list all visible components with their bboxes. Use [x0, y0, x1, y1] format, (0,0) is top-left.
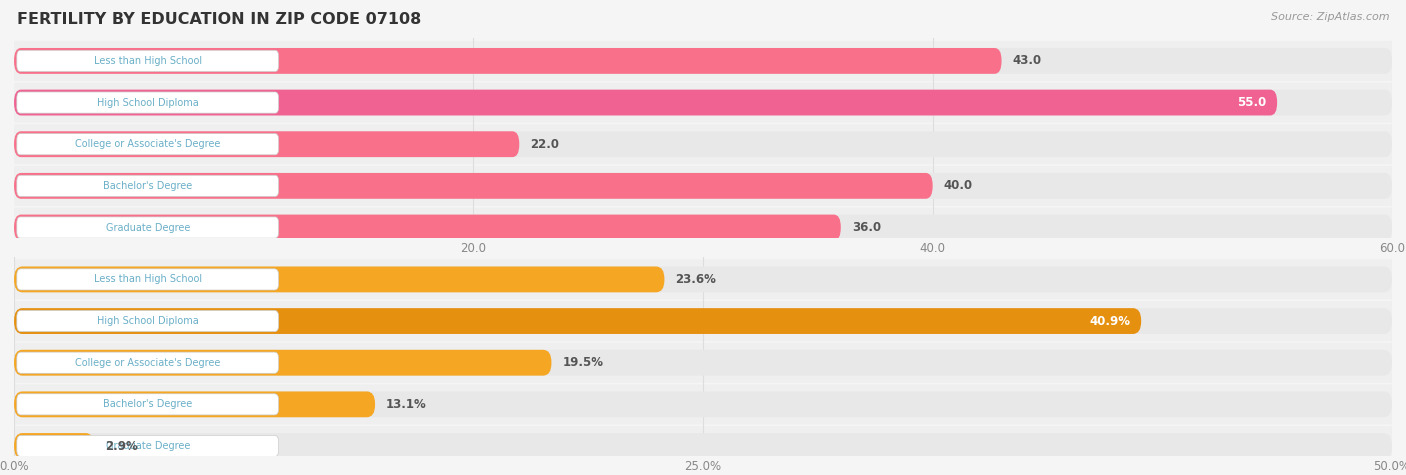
FancyBboxPatch shape: [14, 215, 841, 240]
FancyBboxPatch shape: [14, 391, 1392, 417]
FancyBboxPatch shape: [17, 217, 278, 238]
FancyBboxPatch shape: [14, 208, 1392, 247]
FancyBboxPatch shape: [14, 131, 1392, 157]
FancyBboxPatch shape: [14, 308, 1142, 334]
Text: 22.0: 22.0: [530, 138, 560, 151]
Text: Bachelor's Degree: Bachelor's Degree: [103, 181, 193, 191]
Text: 40.0: 40.0: [943, 180, 973, 192]
Text: Graduate Degree: Graduate Degree: [105, 441, 190, 451]
Text: College or Associate's Degree: College or Associate's Degree: [75, 358, 221, 368]
FancyBboxPatch shape: [17, 92, 278, 113]
Text: High School Diploma: High School Diploma: [97, 316, 198, 326]
FancyBboxPatch shape: [14, 173, 1392, 199]
FancyBboxPatch shape: [14, 301, 1392, 341]
Text: 19.5%: 19.5%: [562, 356, 603, 369]
FancyBboxPatch shape: [14, 266, 665, 292]
FancyBboxPatch shape: [14, 426, 1392, 466]
FancyBboxPatch shape: [14, 350, 1392, 376]
FancyBboxPatch shape: [14, 259, 1392, 299]
Text: 40.9%: 40.9%: [1090, 314, 1130, 328]
FancyBboxPatch shape: [14, 433, 1392, 459]
Text: 36.0: 36.0: [852, 221, 882, 234]
FancyBboxPatch shape: [14, 266, 1392, 292]
FancyBboxPatch shape: [14, 384, 1392, 424]
FancyBboxPatch shape: [14, 90, 1277, 115]
Text: FERTILITY BY EDUCATION IN ZIP CODE 07108: FERTILITY BY EDUCATION IN ZIP CODE 07108: [17, 12, 422, 27]
Text: 43.0: 43.0: [1012, 55, 1042, 67]
FancyBboxPatch shape: [14, 343, 1392, 383]
FancyBboxPatch shape: [14, 350, 551, 376]
Text: 55.0: 55.0: [1237, 96, 1265, 109]
Text: 23.6%: 23.6%: [675, 273, 716, 286]
Text: 2.9%: 2.9%: [105, 439, 138, 453]
FancyBboxPatch shape: [14, 433, 94, 459]
FancyBboxPatch shape: [14, 131, 519, 157]
FancyBboxPatch shape: [14, 391, 375, 417]
FancyBboxPatch shape: [14, 48, 1392, 74]
FancyBboxPatch shape: [14, 41, 1392, 81]
Text: College or Associate's Degree: College or Associate's Degree: [75, 139, 221, 149]
FancyBboxPatch shape: [14, 124, 1392, 164]
Text: 13.1%: 13.1%: [387, 398, 427, 411]
FancyBboxPatch shape: [17, 50, 278, 72]
Text: Graduate Degree: Graduate Degree: [105, 222, 190, 232]
FancyBboxPatch shape: [17, 394, 278, 415]
FancyBboxPatch shape: [14, 215, 1392, 240]
Text: Bachelor's Degree: Bachelor's Degree: [103, 399, 193, 409]
FancyBboxPatch shape: [14, 90, 1392, 115]
Text: Less than High School: Less than High School: [94, 56, 202, 66]
Text: Less than High School: Less than High School: [94, 275, 202, 285]
FancyBboxPatch shape: [14, 48, 1001, 74]
Text: Source: ZipAtlas.com: Source: ZipAtlas.com: [1271, 12, 1389, 22]
Text: High School Diploma: High School Diploma: [97, 97, 198, 107]
FancyBboxPatch shape: [17, 133, 278, 155]
FancyBboxPatch shape: [14, 173, 932, 199]
FancyBboxPatch shape: [17, 311, 278, 332]
FancyBboxPatch shape: [14, 308, 1392, 334]
FancyBboxPatch shape: [17, 269, 278, 290]
FancyBboxPatch shape: [17, 352, 278, 373]
FancyBboxPatch shape: [14, 166, 1392, 206]
FancyBboxPatch shape: [17, 175, 278, 197]
FancyBboxPatch shape: [14, 83, 1392, 123]
FancyBboxPatch shape: [17, 436, 278, 456]
